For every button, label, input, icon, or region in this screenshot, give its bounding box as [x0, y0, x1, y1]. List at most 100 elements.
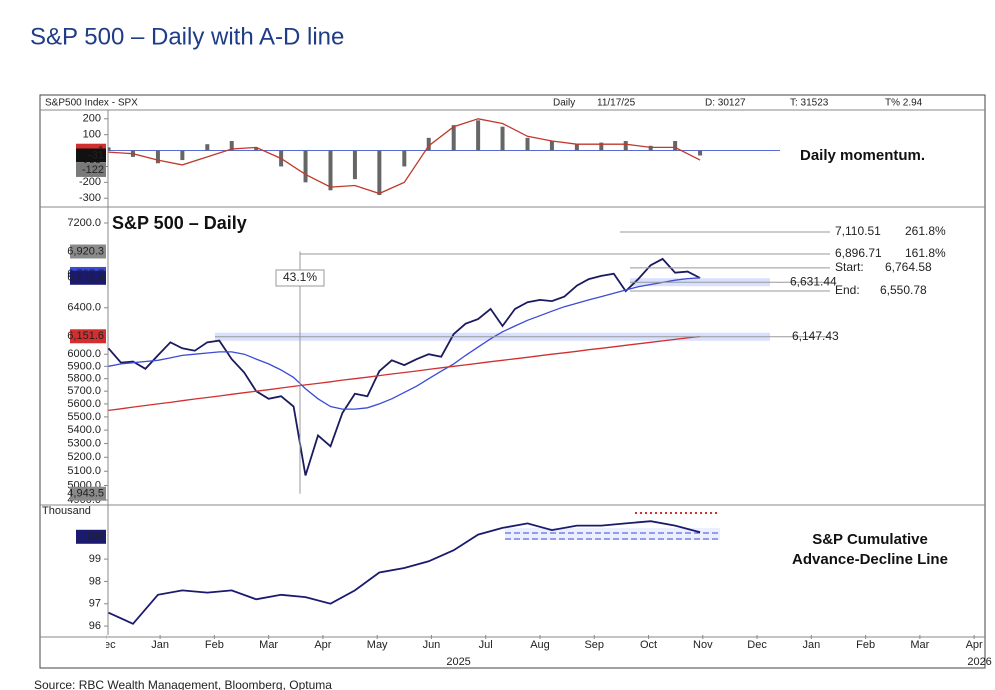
x-tick-label: Oct: [640, 639, 657, 651]
momentum-bar: [599, 142, 604, 151]
x-axis: Dec Jan Feb Mar Apr May Jun Jul Aug Sep Oct Nov Dec J…: [96, 635, 983, 651]
momentum-bar: [254, 147, 259, 151]
header-item: 11/17/25: [597, 98, 636, 109]
momentum-bar: [328, 150, 333, 191]
x-tick-label: Apr: [314, 639, 331, 651]
range-band: [505, 528, 720, 540]
momentum-bar: [698, 150, 703, 156]
value-box: [70, 486, 106, 501]
level-ratio: 161.8%: [905, 246, 946, 260]
momentum-bar: [476, 120, 481, 151]
x-tick-label: Feb: [205, 639, 224, 651]
value-box-label: 100: [86, 531, 104, 543]
y-unit-label: Thousand: [42, 505, 91, 517]
level-label: 7,110.51: [835, 224, 881, 238]
x-tick-label: Nov: [693, 639, 713, 651]
y-tick-label: 5600.0: [67, 398, 101, 410]
momentum-bar: [155, 150, 160, 164]
header-item: Daily: [553, 98, 575, 109]
momentum-bar: [108, 147, 111, 151]
y-tick-label: 5200.0: [67, 451, 101, 463]
value-box: [70, 244, 106, 259]
panel-annotation: Daily momentum.: [800, 147, 925, 164]
change-box: [275, 269, 325, 287]
level-label: 6,764.58: [885, 260, 932, 274]
momentum-bar: [180, 150, 185, 161]
value-box-label: 6,920.3: [67, 245, 104, 257]
y-tick-label: 5800.0: [67, 373, 101, 385]
x-tick-label: May: [367, 639, 388, 651]
value-box-label: -122: [82, 164, 104, 176]
momentum-bar: [574, 144, 579, 151]
y-tick-label: 5300.0: [67, 437, 101, 449]
momentum-bar: [205, 144, 210, 151]
momentum-bar: [426, 137, 431, 151]
momentum-bar: [525, 137, 530, 151]
x-tick-label: Mar: [259, 639, 278, 651]
value-box: [76, 148, 106, 163]
y-tick-label: 5500.0: [67, 411, 101, 423]
level-prefix: End:: [835, 283, 860, 297]
series-line: [108, 257, 701, 476]
series-line: [108, 118, 701, 195]
level-label: 6,896.71: [835, 246, 882, 260]
frame: [39, 94, 986, 669]
value-box-label: 6,151.6: [67, 330, 104, 342]
value-box-label: -31: [88, 149, 104, 161]
source: Source: RBC Wealth Management, Bloomberg…: [34, 678, 332, 690]
page-title: S&P 500 – Daily with A-D line: [30, 23, 344, 50]
y-tick-label: 99: [89, 553, 101, 565]
x-tick-label: Jan: [802, 639, 820, 651]
series-line: [108, 277, 701, 410]
value-box: [70, 329, 106, 344]
year-label: 2026: [967, 656, 991, 668]
value-box-label: 6,672.4: [67, 272, 104, 284]
value-box-label: 4,943.5: [67, 488, 104, 500]
momentum-bar: [451, 125, 456, 151]
panel-annotation: S&P 500 – Daily: [112, 213, 247, 233]
x-tick-label: Dec: [747, 639, 767, 651]
momentum-bar: [500, 126, 505, 151]
level-label: 6,631.44: [790, 274, 837, 288]
y-tick-label: 5700.0: [67, 385, 101, 397]
y-tick-label: 5900.0: [67, 360, 101, 372]
x-tick-label: Mar: [910, 639, 929, 651]
header-item: D: 30127: [705, 98, 746, 109]
momentum-bar: [673, 141, 678, 151]
value-box: [76, 162, 106, 177]
x-tick-label: Jun: [423, 639, 441, 651]
x-tick-label: Jan: [151, 639, 169, 651]
momentum-bar: [648, 145, 653, 151]
series-line: [108, 520, 701, 625]
x-tick-label: Dec: [96, 639, 116, 651]
level-prefix: Start:: [835, 260, 864, 274]
y-tick-label: -300: [79, 192, 101, 204]
y-tick-label: 98: [89, 575, 101, 587]
momentum-bar: [377, 150, 382, 196]
panel-annotation: S&P Cumulative: [812, 531, 928, 548]
y-tick-label: 97: [89, 598, 101, 610]
y-tick-label: 7200.0: [67, 217, 101, 229]
y-tick-label: 5100.0: [67, 465, 101, 477]
y-tick-label: -200: [79, 176, 101, 188]
y-tick-label: 200: [83, 113, 101, 125]
value-box: [70, 270, 106, 285]
y-tick-label: 100: [83, 129, 101, 141]
year-label: 2025: [446, 656, 470, 668]
momentum-bar: [549, 141, 554, 151]
momentum-bar: [623, 141, 628, 151]
x-tick-label: Sep: [584, 639, 604, 651]
series-line: [108, 335, 701, 412]
header-item: S&P500 Index - SPX: [45, 98, 138, 109]
value-box: [76, 529, 106, 544]
x-tick-label: Aug: [530, 639, 550, 651]
y-tick-label: 5400.0: [67, 424, 101, 436]
momentum-bar: [229, 141, 234, 151]
x-tick-label: Feb: [856, 639, 875, 651]
y-tick-label: 6000.0: [67, 348, 101, 360]
level-label: 6,147.43: [792, 329, 839, 343]
level-ratio: 261.8%: [905, 224, 946, 238]
panel-annotation: Advance-Decline Line: [792, 551, 948, 568]
plot-area: [108, 118, 780, 625]
x-tick-label: Jul: [479, 639, 493, 651]
